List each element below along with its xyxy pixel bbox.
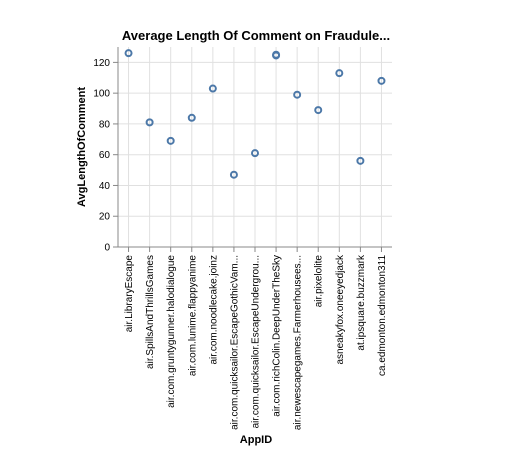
y-tick-label: 120	[93, 58, 110, 69]
x-tick-label: air.com.gruntygunner.halodialogue	[166, 255, 177, 408]
y-tick-label: 20	[99, 212, 111, 223]
x-tick-label: at.ipsquare.buzzmark	[356, 254, 367, 351]
data-point	[272, 51, 281, 60]
x-tick-label: air.SpillsAndThrillsGames	[145, 255, 156, 369]
y-axis-title: AvgLengthOfComment	[76, 87, 88, 207]
data-point	[187, 113, 196, 122]
points-layer	[124, 49, 386, 179]
data-point	[124, 49, 133, 58]
y-tick-label: 60	[99, 150, 111, 161]
x-tick-label: ca.edmonton.edmonton311	[377, 255, 388, 376]
x-tick-label: air.com.quicksailor.EscapeUndergrou...	[251, 255, 262, 428]
x-tick-label: air.LibraryEscape	[124, 255, 135, 333]
y-tick-label: 40	[99, 181, 111, 192]
data-point	[377, 76, 386, 85]
data-point	[208, 84, 217, 93]
x-tick-label: air.com.lunime.flappyanime	[187, 255, 198, 377]
axis-layer: 0 20 40 60 80 100 120 air.LibraryEscape air.Spil…	[93, 47, 392, 430]
x-tick-label: air.newescapegames.Farmerhousees...	[293, 255, 304, 430]
data-point	[293, 90, 302, 99]
y-tick-label: 0	[104, 243, 110, 254]
data-point	[314, 106, 323, 115]
x-tick-label: air.pixelolite	[314, 255, 325, 308]
x-tick-label: air.com.quicksailor.EscapeGothicVam...	[229, 255, 240, 430]
data-point	[229, 170, 238, 179]
grid-layer	[118, 47, 392, 248]
x-axis-title: AppID	[240, 434, 272, 446]
y-tick-label: 100	[93, 89, 110, 100]
x-tick-label: air.com.noodlecake.joinz	[208, 255, 219, 365]
x-tick-label: asneakyfox.oneeyedjack	[335, 254, 346, 365]
x-tick-label: air.com.richColin.DeepUnderTheSky	[272, 255, 283, 417]
data-point	[166, 136, 175, 145]
y-tick-label: 80	[99, 119, 111, 130]
data-point	[145, 118, 154, 127]
data-point	[356, 156, 365, 165]
data-point	[251, 149, 259, 158]
chart-title: Average Length Of Comment on Fraudule...	[122, 28, 390, 43]
data-point	[335, 69, 344, 78]
